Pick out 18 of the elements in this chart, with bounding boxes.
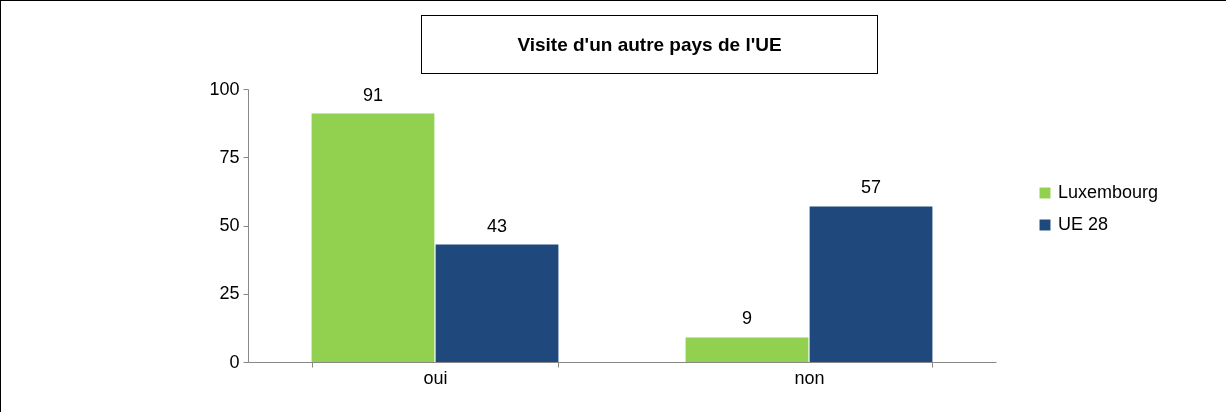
data-label: 57 (861, 177, 882, 198)
y-tick-label: 75 (219, 146, 240, 167)
y-tick-label: 100 (209, 78, 240, 99)
legend-label: Luxembourg (1058, 182, 1159, 202)
bar (311, 113, 435, 362)
y-tick-label: 50 (219, 215, 240, 235)
data-label: 91 (362, 84, 383, 105)
x-tick-label: oui (423, 367, 448, 388)
y-tick-label: 0 (229, 351, 240, 372)
y-tick-label: 25 (219, 283, 240, 304)
bar (685, 337, 809, 362)
legend-label: UE 28 (1058, 214, 1109, 234)
chart-title: Visite d'un autre pays de l'UE (421, 15, 878, 74)
data-label: 9 (741, 308, 752, 329)
x-tick-label: non (794, 367, 825, 388)
bar (809, 206, 933, 362)
data-label: 43 (487, 215, 508, 236)
bar (435, 244, 559, 362)
